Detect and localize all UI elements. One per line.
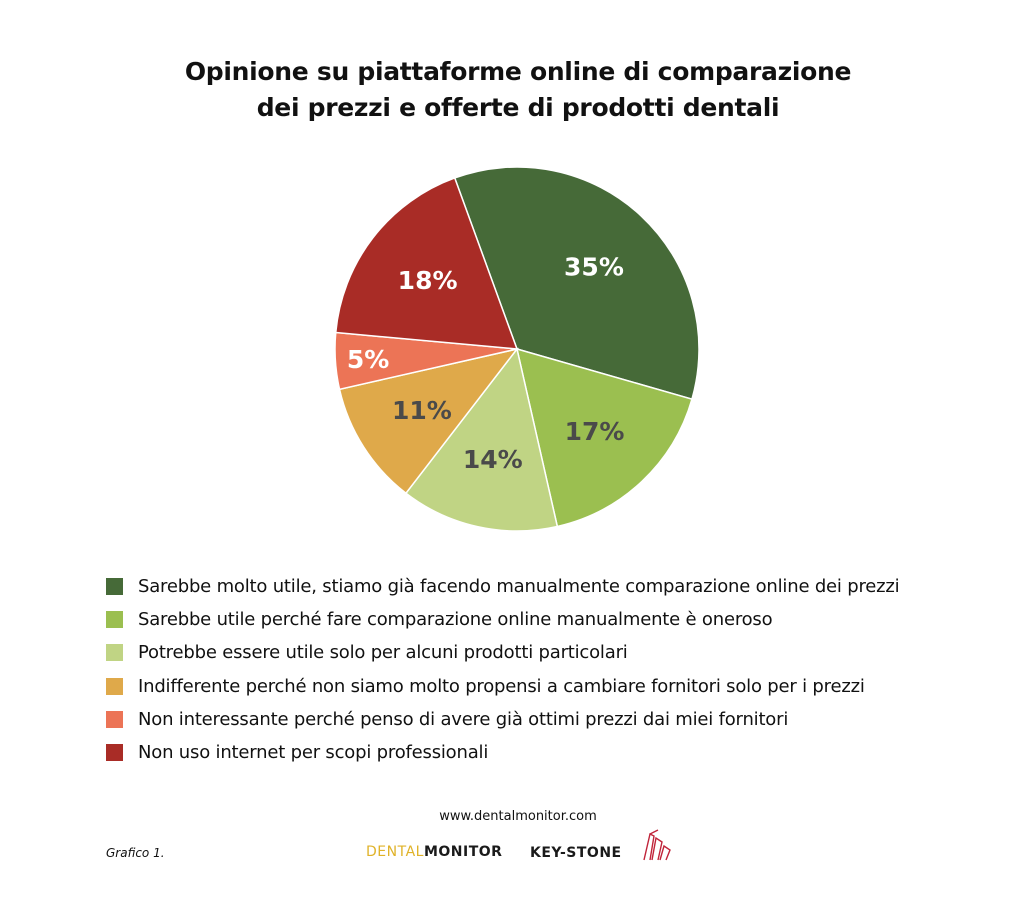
pie-chart: 35% 17% 14% 11%5% 18%: [334, 166, 700, 532]
chart-legend: Sarebbe molto utile, stiamo già facendo …: [106, 570, 1006, 769]
pie-slice-label-3: 14%: [463, 445, 523, 474]
legend-label: Sarebbe utile perché fare comparazione o…: [138, 609, 773, 631]
legend-swatch: [106, 578, 123, 596]
legend-item: Sarebbe molto utile, stiamo già facendo …: [106, 570, 1006, 603]
pie-slice-label-1: 35%: [564, 252, 624, 281]
pie-slice-label-4: 11%: [392, 396, 452, 425]
pie-slice-3: [404, 347, 559, 532]
legend-label: Non interessante perché penso di avere g…: [138, 708, 789, 730]
legend-item: Potrebbe essere utile solo per alcuni pr…: [106, 636, 1006, 669]
pie-slice-4: [338, 347, 519, 495]
legend-swatch: [106, 744, 123, 762]
dentalmonitor-logo-part-2: MONITOR: [423, 844, 503, 860]
legend-swatch: [106, 644, 123, 662]
keystone-logo-text: KEY-STONE: [530, 845, 622, 861]
dentalmonitor-logo-part-1: DENTAL: [366, 844, 424, 860]
legend-label: Indifferente perché non siamo molto prop…: [138, 675, 865, 697]
legend-swatch: [106, 710, 123, 728]
keystone-building-icon: [643, 829, 671, 861]
pie-slice-2: [515, 347, 693, 528]
figure-caption: Grafico 1.: [106, 846, 165, 860]
legend-item: Indifferente perché non siamo molto prop…: [106, 670, 1006, 703]
dentalmonitor-logo: DENTALMONITOR: [366, 844, 502, 860]
pie-slice-6: [334, 177, 519, 350]
chart-title-line-2: dei prezzi e offerte di prodotti dentali: [256, 93, 780, 122]
pie-slice-label-2: 17%: [565, 417, 625, 446]
legend-item: Non interessante perché penso di avere g…: [106, 703, 1006, 736]
legend-label: Potrebbe essere utile solo per alcuni pr…: [138, 642, 628, 664]
chart-title-line-1: Opinione su piattaforme online di compar…: [184, 57, 852, 86]
legend-swatch: [106, 677, 123, 695]
legend-label: Non uso internet per scopi professionali: [138, 742, 489, 764]
legend-swatch: [106, 611, 123, 629]
legend-label: Sarebbe molto utile, stiamo già facendo …: [138, 576, 900, 598]
pie-slice-1: [453, 166, 700, 401]
pie-slice-label-6: 18%: [398, 266, 458, 295]
pie-slice-label-5: 5%: [347, 345, 389, 374]
legend-item: Non uso internet per scopi professionali: [106, 736, 1006, 769]
chart-title: Opinione su piattaforme online di compar…: [0, 54, 1036, 126]
legend-item: Sarebbe utile perché fare comparazione o…: [106, 603, 1006, 636]
footer-url: www.dentalmonitor.com: [439, 809, 597, 824]
